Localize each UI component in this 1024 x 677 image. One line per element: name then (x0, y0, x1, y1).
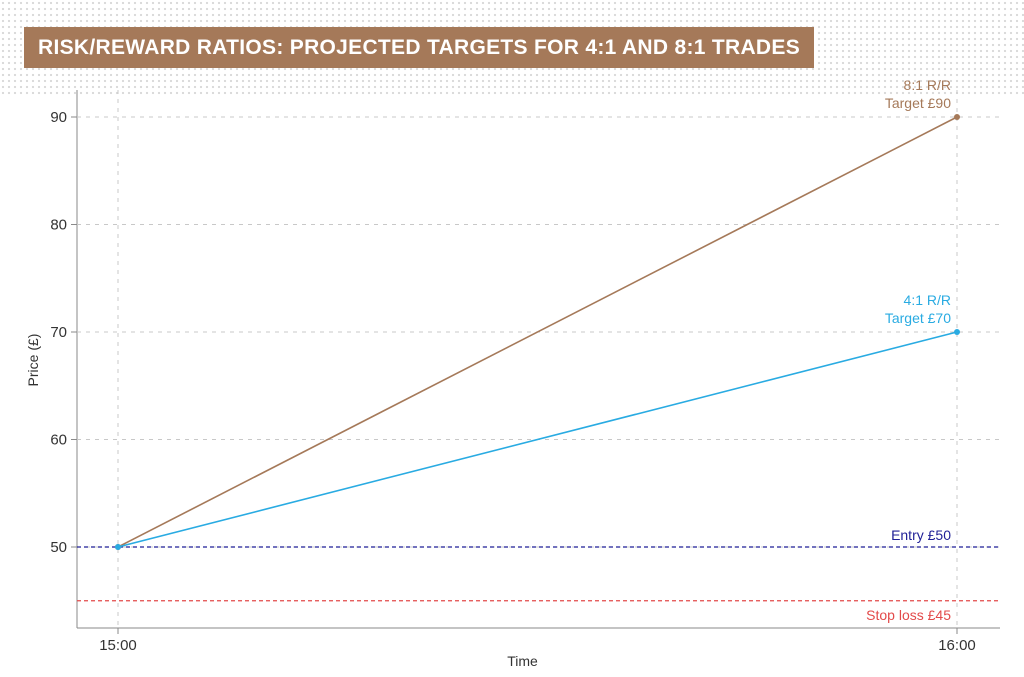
x-tick-label: 16:00 (938, 637, 976, 654)
y-tick-label: 50 (50, 539, 67, 556)
data-point (954, 114, 960, 120)
series-line-4to1 (117, 331, 958, 548)
y-axis-label: Price (£) (25, 334, 41, 387)
y-tick-label: 60 (50, 432, 67, 449)
y-tick-label: 80 (50, 217, 67, 234)
target-annotation-ratio: 8:1 R/R (904, 77, 951, 93)
x-axis-label: Time (507, 653, 538, 669)
series-line-8to1 (117, 116, 958, 548)
reference-label-stop-loss: Stop loss £45 (866, 607, 951, 623)
y-tick-label: 90 (50, 109, 67, 126)
data-point (954, 329, 960, 335)
chart-title: RISK/REWARD RATIOS: PROJECTED TARGETS FO… (24, 27, 814, 68)
target-annotation-price: Target £70 (885, 310, 951, 326)
target-annotation-price: Target £90 (885, 95, 951, 111)
y-tick-label: 70 (50, 324, 67, 341)
data-point (115, 544, 121, 550)
x-tick-label: 15:00 (99, 637, 137, 654)
reference-label-entry: Entry £50 (891, 527, 951, 543)
target-annotation-ratio: 4:1 R/R (904, 292, 951, 308)
